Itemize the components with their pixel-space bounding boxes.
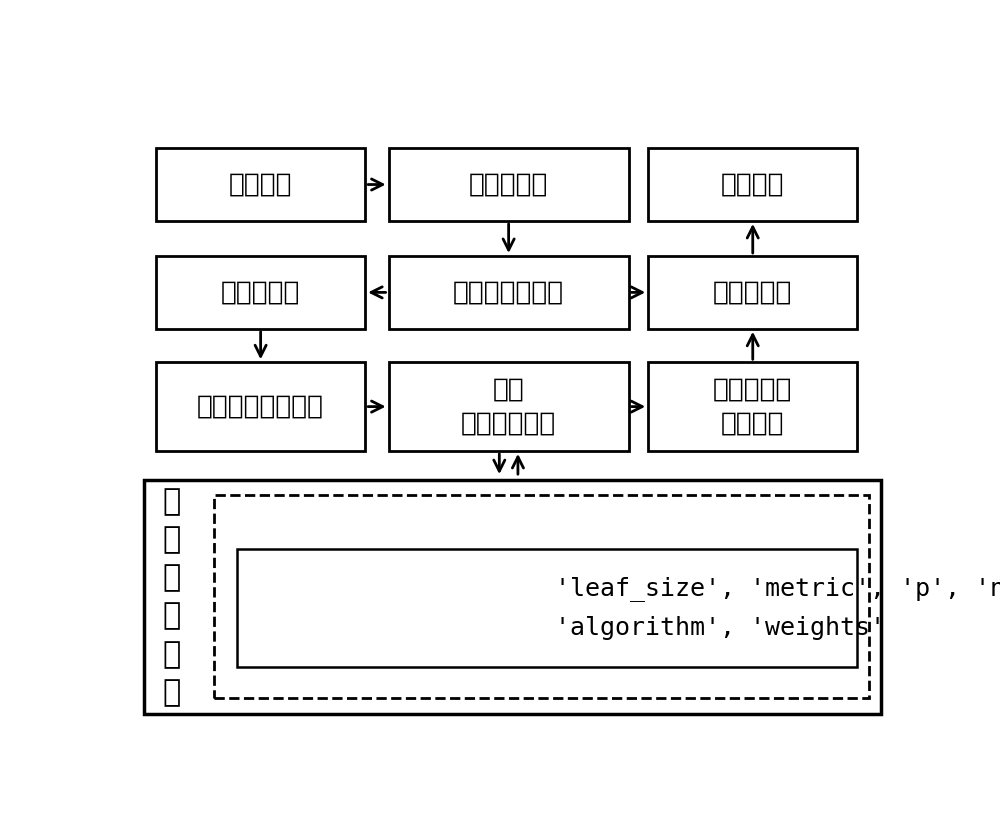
Bar — [156, 148, 365, 221]
Text: 检验数据集: 检验数据集 — [713, 279, 792, 306]
Bar — [388, 363, 629, 451]
Text: 数据预处理: 数据预处理 — [469, 171, 548, 198]
Bar — [156, 363, 365, 451]
Text: 基于权重的
参数调整: 基于权重的 参数调整 — [713, 377, 792, 437]
Bar — [144, 480, 881, 714]
Text: 模型检验: 模型检验 — [721, 171, 784, 198]
Bar — [648, 256, 857, 329]
Bar — [237, 550, 857, 667]
Text: 参
数
秩
次
矩
阵: 参 数 秩 次 矩 阵 — [162, 487, 181, 707]
Bar — [388, 148, 629, 221]
Text: 训练数据集: 训练数据集 — [221, 279, 300, 306]
Bar — [388, 256, 629, 329]
Bar — [648, 363, 857, 451]
Bar — [648, 148, 857, 221]
Text: 'leaf_size', 'metric', 'p', 'n_neighbors',
'algorithm', 'weights': 'leaf_size', 'metric', 'p', 'n_neighbors… — [555, 576, 1000, 640]
Text: 数据校验: 数据校验 — [229, 171, 292, 198]
Bar — [156, 256, 365, 329]
Text: 划分交叉验证数据: 划分交叉验证数据 — [197, 394, 324, 419]
Bar — [214, 495, 869, 699]
Text: 模型
参数权重评估: 模型 参数权重评估 — [461, 377, 556, 437]
Text: 数据集随机划分: 数据集随机划分 — [453, 279, 564, 306]
